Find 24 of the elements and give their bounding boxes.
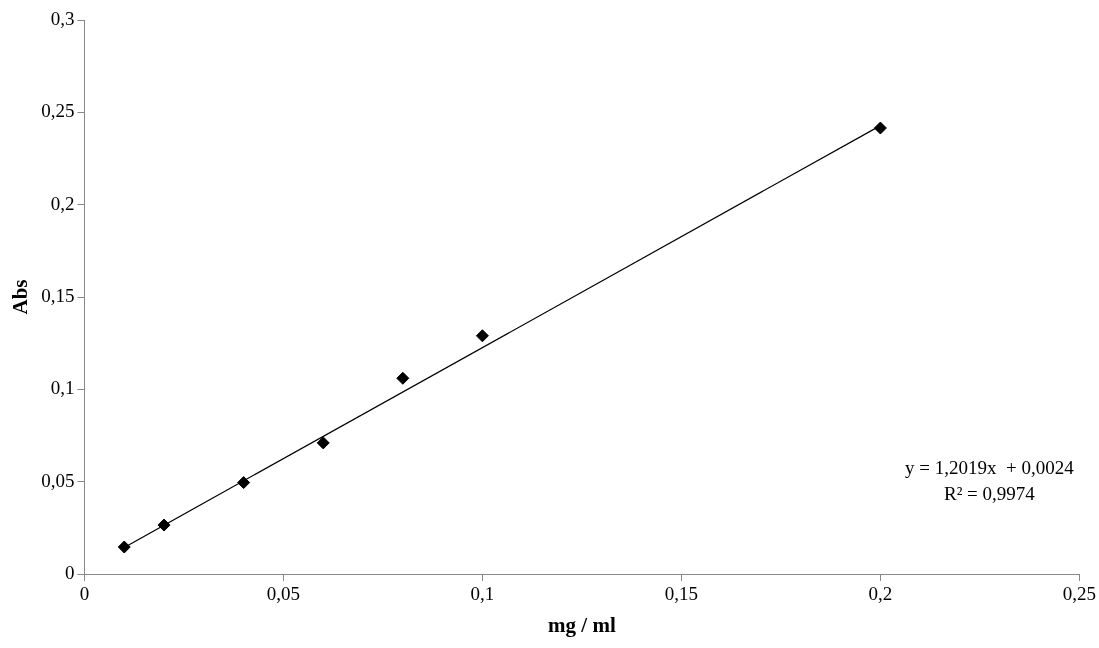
point bbox=[396, 371, 410, 385]
y-tick-label: 0,05 bbox=[41, 469, 75, 491]
point bbox=[873, 121, 887, 135]
point bbox=[475, 329, 489, 343]
x-tick-label: 0,1 bbox=[470, 583, 495, 605]
annotation: y = 1,2019x + 0,0024 bbox=[905, 456, 1075, 478]
x-tick-label: 0,2 bbox=[868, 583, 893, 605]
x-axis-title: mg / ml bbox=[548, 612, 616, 637]
x-tick-label: 0 bbox=[79, 583, 90, 605]
y-tick-label: 0,3 bbox=[50, 7, 75, 29]
y-tick-label: 0,25 bbox=[41, 100, 75, 122]
point bbox=[157, 518, 171, 532]
x-tick-label: 0,15 bbox=[664, 583, 699, 605]
y-tick-label: 0,15 bbox=[41, 284, 75, 306]
y-axis-title: Abs bbox=[8, 279, 33, 315]
point bbox=[316, 436, 330, 450]
y-tick-label: 0,1 bbox=[50, 377, 75, 399]
point bbox=[237, 476, 251, 490]
x-tick-label: 0,05 bbox=[266, 583, 301, 605]
x-tick-label: 0,25 bbox=[1062, 583, 1096, 605]
y-tick-label: 0 bbox=[64, 561, 75, 583]
y-tick-label: 0,2 bbox=[50, 192, 75, 214]
annotation: R² = 0,9974 bbox=[943, 482, 1036, 504]
point bbox=[117, 540, 131, 554]
